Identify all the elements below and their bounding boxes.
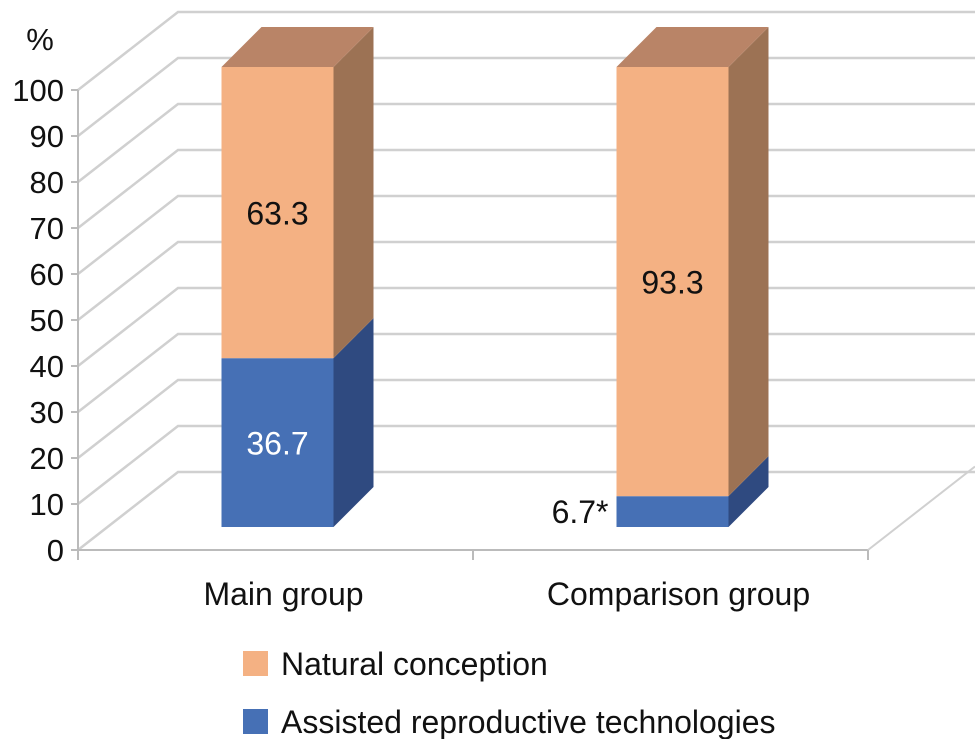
gridline xyxy=(77,240,975,321)
legend-label: Assisted reproductive technologies xyxy=(281,704,776,739)
data-label: 36.7 xyxy=(246,426,308,462)
y-tick-label: 100 xyxy=(12,73,64,108)
data-label: 93.3 xyxy=(641,265,703,301)
x-category-label: Comparison group xyxy=(547,576,810,612)
y-axis-unit: % xyxy=(26,22,54,57)
gridline xyxy=(77,194,975,275)
gridline xyxy=(77,102,975,183)
bar-front xyxy=(616,67,729,497)
bar-top xyxy=(221,27,374,67)
y-tick-label: 10 xyxy=(30,487,64,522)
bar-front xyxy=(616,496,729,527)
gridline xyxy=(77,148,975,229)
bar-front xyxy=(221,67,334,359)
bar-side xyxy=(728,27,769,497)
y-tick-label: 30 xyxy=(30,395,64,430)
gridline xyxy=(77,332,975,413)
y-tick-label: 70 xyxy=(30,211,64,246)
bar-side xyxy=(333,318,374,527)
data-label: 6.7* xyxy=(552,494,609,530)
y-tick-label: 60 xyxy=(30,257,64,292)
y-tick-label: 90 xyxy=(30,119,64,154)
gridline xyxy=(77,424,975,505)
y-tick-label: 50 xyxy=(30,303,64,338)
legend-swatch xyxy=(243,651,268,676)
gridline xyxy=(77,10,975,91)
gridline xyxy=(77,470,975,551)
gridline xyxy=(77,378,975,459)
floor-right-edge xyxy=(867,465,975,551)
bar-top xyxy=(616,27,769,67)
y-tick-label: 20 xyxy=(30,441,64,476)
y-tick-label: 0 xyxy=(47,533,64,568)
x-category-label: Main group xyxy=(203,576,363,612)
gridline xyxy=(77,56,975,137)
bar-front xyxy=(221,358,334,527)
y-tick-label: 80 xyxy=(30,165,64,200)
bar-side xyxy=(728,456,769,527)
legend-swatch xyxy=(243,709,268,734)
y-tick-label: 40 xyxy=(30,349,64,384)
gridline xyxy=(77,286,975,367)
bar-side xyxy=(333,27,374,359)
data-label: 63.3 xyxy=(246,196,308,232)
legend-label: Natural conception xyxy=(281,646,548,682)
